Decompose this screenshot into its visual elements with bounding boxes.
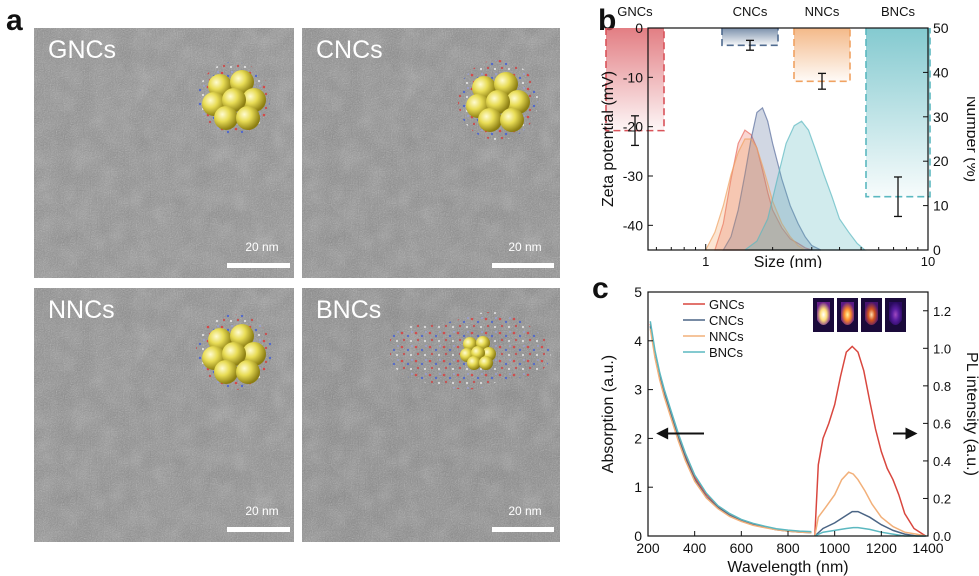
vial-glow [889, 302, 902, 325]
y-right-tick-label: 20 [933, 153, 949, 169]
size-distribution-NNCs [704, 138, 806, 251]
tem-image-nncs: NNCs 20 nm [34, 288, 294, 542]
x-tick-label: 10 [921, 254, 935, 268]
tem-label: GNCs [48, 36, 117, 64]
pl-line-CNCs [814, 510, 926, 537]
y-right-tick-label: 30 [933, 109, 949, 125]
y-tick-label: 1 [634, 479, 642, 495]
y-tick-label: -10 [623, 69, 643, 85]
cluster-illustration [390, 312, 551, 390]
tem-image-cncs: CNCs 20 nm [302, 28, 560, 278]
zeta-size-chart: GNCs CNCs NNCs BNCs0-10-20-30-4001020304050… [600, 4, 975, 268]
tem-image-bncs: BNCs 20 nm [302, 288, 560, 542]
scale-bar [492, 527, 554, 532]
size-distribution-CNCs [722, 106, 822, 251]
y-right-tick-label: 0.6 [933, 416, 951, 431]
y-right-tick-label: 0.0 [933, 529, 951, 544]
legend-label: NNCs [709, 329, 744, 344]
zeta-bar [794, 28, 850, 82]
legend-label: CNCs [709, 313, 744, 328]
pl-line-NNCs [814, 471, 926, 537]
tem-label: BNCs [316, 296, 382, 324]
y-tick-label: 2 [634, 430, 642, 446]
pl-line-GNCs [814, 345, 927, 537]
y-right-tick-label: 10 [933, 198, 949, 214]
y-tick-label: 4 [634, 333, 642, 349]
y-right-tick-label: 0.4 [933, 454, 951, 469]
zeta-bar [866, 28, 930, 197]
scale-bar-label: 20 nm [245, 240, 279, 254]
x-tick-label: 1000 [819, 540, 850, 556]
y-tick-label: -20 [623, 119, 643, 135]
panel-a-letter: a [6, 4, 23, 37]
x-axis-label: Size (nm) [754, 254, 822, 268]
scale-bar-label: 20 nm [508, 240, 542, 254]
category-label: NNCs [805, 4, 840, 19]
cluster-illustration [198, 62, 270, 134]
absorption-line-NNCs [649, 328, 812, 534]
vial-glow [841, 302, 854, 325]
cluster-illustration [196, 314, 272, 390]
vial-glow [817, 302, 830, 325]
x-tick-label: 200 [636, 540, 660, 556]
y-right-tick-label: 0.8 [933, 379, 951, 394]
y-axis-label: Zeta potential (mV) [600, 71, 617, 207]
x-tick-label: 400 [683, 540, 707, 556]
tem-texture [34, 28, 294, 278]
tem-image-gncs: GNCs 20 nm [34, 28, 294, 278]
legend-label: GNCs [709, 297, 745, 312]
cluster-illustration [458, 60, 538, 140]
right-arrow-head [905, 427, 918, 440]
y-tick-label: 0 [635, 20, 643, 36]
y-right-tick-label: 40 [933, 64, 949, 80]
y-right-axis-label: Number (%) [963, 96, 975, 182]
left-arrow-head [656, 427, 669, 440]
zeta-bar [722, 28, 778, 46]
tem-texture [302, 28, 560, 278]
y-right-tick-label: 0 [933, 242, 941, 258]
y-right-tick-label: 1.0 [933, 341, 951, 356]
y-right-tick-label: 50 [933, 20, 949, 36]
panel-c-letter: c [592, 272, 609, 305]
tem-texture [34, 288, 294, 542]
y-tick-label: 5 [634, 284, 642, 300]
size-distribution-GNCs [714, 129, 812, 251]
zeta-bar-outline [605, 28, 665, 132]
plot-frame [647, 27, 929, 251]
absorption-line-BNCs [649, 321, 812, 533]
y-right-tick-label: 0.2 [933, 491, 951, 506]
y-right-tick-label: 1.2 [933, 304, 951, 319]
zeta-bar [606, 28, 664, 131]
vial-glow [865, 302, 878, 325]
x-tick-label: 1200 [866, 540, 897, 556]
y-tick-label: 3 [634, 382, 642, 398]
y-tick-label: 0 [634, 528, 642, 544]
tem-label: CNCs [316, 36, 383, 64]
inset-vial-images [813, 298, 906, 332]
y-right-axis-label: PL intensity (a.u.) [963, 352, 979, 476]
pl-line-BNCs [814, 526, 926, 537]
category-label: BNCs [881, 4, 915, 19]
category-label: CNCs [733, 4, 768, 19]
scale-bar-label: 20 nm [508, 504, 542, 518]
y-axis-label: Absorption (a.u.) [600, 355, 617, 473]
scale-bar [492, 263, 554, 268]
size-distribution-BNCs [744, 120, 867, 251]
y-tick-label: -40 [623, 217, 643, 233]
legend-label: BNCs [709, 345, 743, 360]
x-axis-label: Wavelength (nm) [727, 559, 848, 576]
scale-bar [227, 527, 290, 532]
scale-bar [227, 263, 290, 268]
y-tick-label: -30 [623, 168, 643, 184]
tem-label: NNCs [48, 296, 115, 324]
x-tick-label: 1400 [912, 540, 943, 556]
tem-texture [302, 288, 560, 542]
x-tick-label: 600 [730, 540, 754, 556]
absorption-pl-chart: 0 1 2 3 4 5 0.0 0.2 0.4 0.6 0.8 1.0 1.2 200 400 600 800 1… [600, 284, 979, 576]
category-label: GNCs [617, 4, 653, 19]
x-tick-label: 800 [776, 540, 800, 556]
x-tick-label: 1 [702, 254, 709, 268]
scale-bar-label: 20 nm [245, 504, 279, 518]
